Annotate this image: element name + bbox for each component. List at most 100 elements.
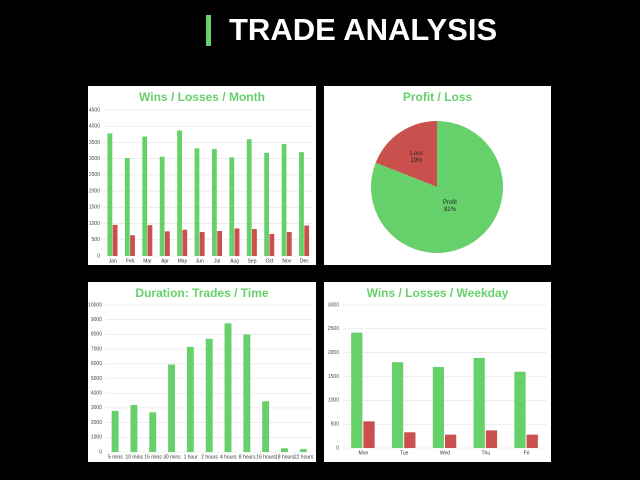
y-tick-label: 7000: [91, 346, 102, 352]
bar: [149, 412, 157, 452]
y-tick-label: 500: [331, 421, 340, 427]
x-tick-label: 15 mins: [144, 454, 162, 460]
x-tick-label: Jun: [196, 258, 204, 264]
x-tick-label: Oct: [266, 258, 274, 264]
y-tick-label: 3000: [91, 405, 102, 411]
page-title: TRADE ANALYSIS: [229, 12, 497, 47]
bar: [177, 130, 182, 256]
bar: [264, 152, 270, 256]
y-tick-label: 0: [99, 449, 102, 455]
slice-label: Loss: [410, 151, 423, 157]
bar: [526, 434, 538, 448]
bar: [262, 401, 270, 452]
bar: [130, 404, 138, 452]
y-tick-label: 4000: [91, 391, 102, 397]
chart-title: Wins / Losses / Weekday: [367, 286, 509, 300]
bar: [473, 357, 485, 448]
x-tick-label: Mon: [359, 450, 369, 456]
bar: [363, 421, 375, 448]
bar: [404, 432, 416, 448]
slice-label: Profit: [443, 200, 457, 206]
bar: [199, 231, 205, 256]
bar: [391, 362, 404, 448]
x-tick-label: Tue: [400, 450, 409, 456]
x-tick-label: Nov: [282, 258, 291, 264]
x-tick-label: Jan: [109, 258, 117, 264]
y-tick-label: 2000: [328, 350, 339, 356]
y-tick-label: 1000: [328, 398, 339, 404]
bar: [159, 156, 165, 256]
y-tick-label: 2500: [328, 326, 339, 332]
bar: [299, 152, 304, 256]
bar: [304, 225, 310, 256]
bar: [182, 229, 188, 256]
pie-slice: [375, 121, 437, 187]
chart-title: Duration: Trades / Time: [135, 286, 268, 300]
title-accent: [206, 15, 211, 46]
x-tick-label: May: [178, 258, 188, 264]
y-tick-label: 6000: [91, 361, 102, 367]
y-tick-label: 1000: [91, 435, 102, 441]
x-tick-label: 16 hours: [256, 454, 276, 460]
bar: [269, 233, 275, 256]
y-tick-label: 0: [336, 445, 339, 451]
y-tick-label: 3000: [328, 302, 339, 308]
x-tick-label: 10 mins: [125, 454, 143, 460]
bar: [351, 332, 363, 448]
bar: [168, 364, 176, 452]
y-tick-label: 4000: [89, 124, 100, 130]
x-tick-label: 4 hours: [220, 454, 237, 460]
bar: [246, 139, 252, 256]
y-tick-label: 1500: [328, 374, 339, 380]
x-tick-label: Jul: [214, 258, 220, 264]
x-tick-label: Wed: [440, 450, 450, 456]
x-tick-label: Thu: [481, 450, 490, 456]
x-tick-label: Feb: [126, 258, 135, 264]
bar: [112, 224, 118, 256]
slice-value: 19%: [411, 158, 424, 164]
bar: [485, 430, 498, 448]
bar: [130, 235, 135, 256]
y-tick-label: 1000: [89, 221, 100, 227]
bar: [164, 231, 170, 256]
slice-value: 81%: [444, 207, 457, 213]
bar: [142, 136, 148, 256]
x-tick-label: Sep: [248, 258, 257, 264]
x-tick-label: 5 mins: [108, 454, 123, 460]
x-tick-label: 22 hours: [294, 454, 314, 460]
pie-slice: [371, 121, 503, 253]
x-tick-label: 18 hours: [275, 454, 295, 460]
bar: [432, 366, 445, 448]
bar: [194, 148, 200, 256]
y-tick-label: 2500: [89, 172, 100, 178]
bar: [205, 338, 213, 452]
x-tick-label: Dec: [300, 258, 309, 264]
chart-title: Profit / Loss: [403, 90, 473, 104]
x-tick-label: 2 hours: [201, 454, 218, 460]
bar: [281, 144, 287, 256]
bar: [211, 148, 217, 256]
y-tick-label: 5000: [91, 376, 102, 382]
x-tick-label: 8 hours: [239, 454, 256, 460]
bar: [124, 158, 130, 256]
bar: [224, 323, 232, 452]
y-tick-label: 3000: [89, 156, 100, 162]
bar: [281, 448, 288, 452]
y-tick-label: 9000: [91, 317, 102, 323]
bar: [299, 449, 307, 452]
x-tick-label: 30 mins: [163, 454, 181, 460]
bar: [234, 228, 240, 256]
y-tick-label: 0: [97, 253, 100, 259]
bar: [217, 231, 223, 256]
y-tick-label: 8000: [91, 332, 102, 338]
y-tick-label: 500: [92, 237, 101, 243]
x-tick-label: Fri: [524, 450, 530, 456]
bar: [186, 346, 194, 452]
bar: [147, 225, 153, 256]
y-tick-label: 10000: [88, 302, 102, 308]
x-tick-label: Apr: [161, 258, 169, 264]
bar: [111, 410, 119, 452]
y-tick-label: 1500: [89, 205, 100, 211]
bar: [107, 133, 113, 256]
